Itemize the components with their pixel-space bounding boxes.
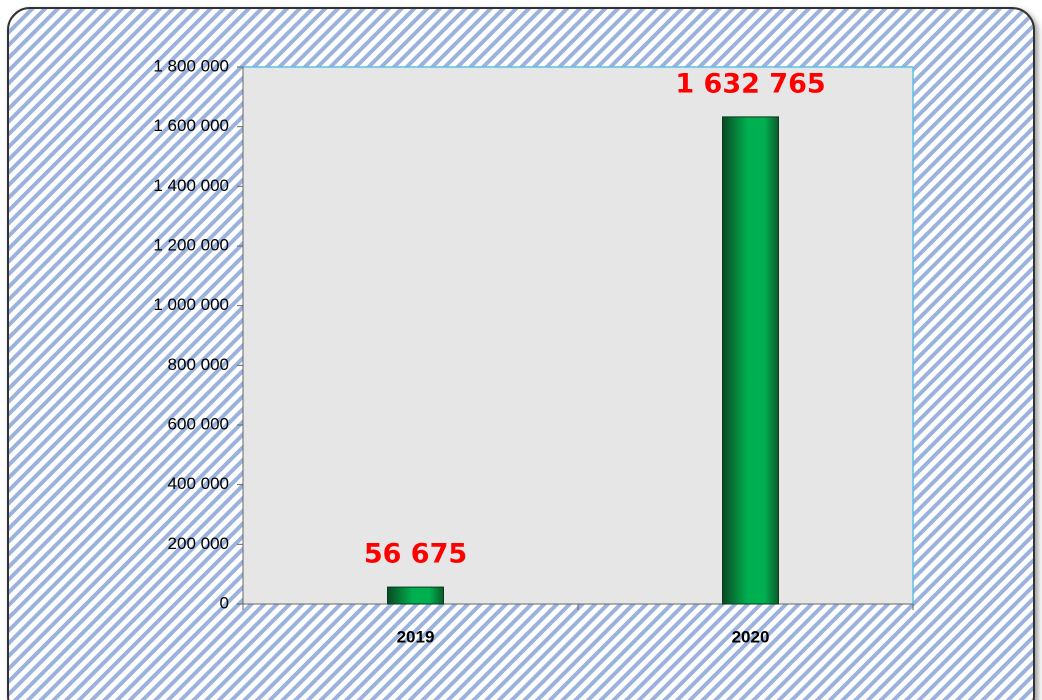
y-tick-label: 0 bbox=[220, 593, 229, 612]
value-label: 1 632 765 bbox=[675, 68, 825, 99]
y-tick-label: 1 400 000 bbox=[153, 176, 229, 195]
y-tick-label: 200 000 bbox=[168, 534, 229, 553]
x-tick-label: 2020 bbox=[732, 627, 770, 646]
y-tick-label: 1 600 000 bbox=[153, 116, 229, 135]
y-tick-label: 600 000 bbox=[168, 414, 229, 433]
value-label: 56 675 bbox=[364, 539, 467, 570]
y-tick-label: 1 000 000 bbox=[153, 295, 229, 314]
y-tick-label: 800 000 bbox=[168, 355, 229, 374]
bar bbox=[387, 586, 444, 605]
y-tick-label: 400 000 bbox=[168, 474, 229, 493]
x-tick-label: 2019 bbox=[397, 627, 435, 646]
y-tick-label: 1 200 000 bbox=[153, 235, 229, 254]
bar bbox=[722, 116, 779, 605]
plot-area bbox=[243, 67, 913, 604]
y-tick-label: 1 800 000 bbox=[153, 56, 229, 75]
